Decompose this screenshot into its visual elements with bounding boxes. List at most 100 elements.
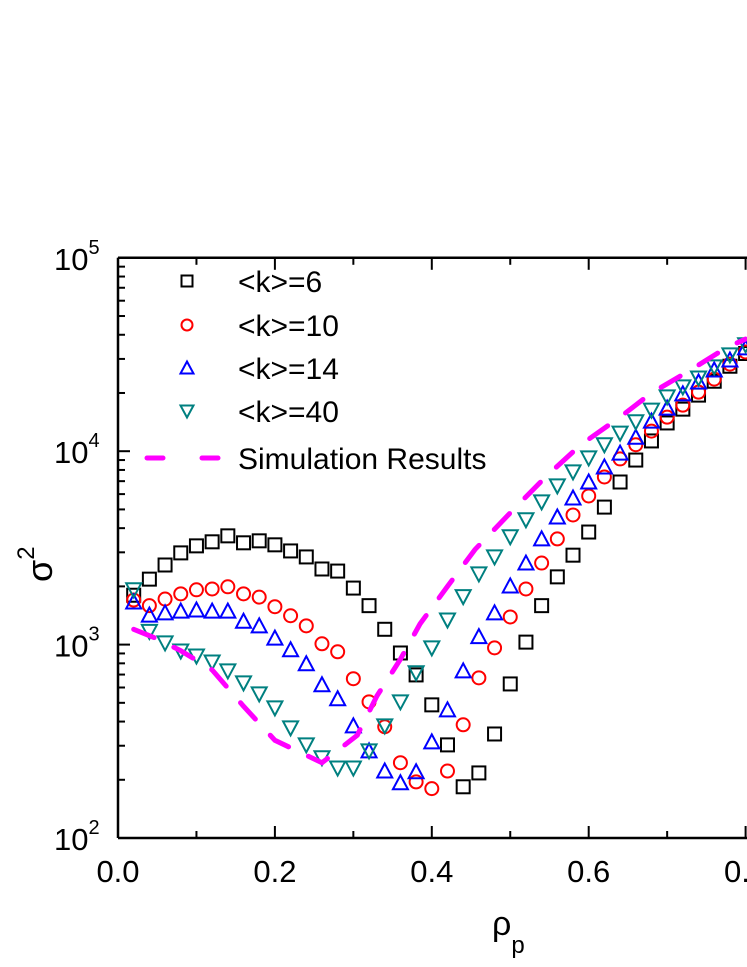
y-tick-exponent: 5 <box>88 237 99 259</box>
data-point-triangle-up <box>705 360 724 378</box>
axis-ticks <box>117 257 747 838</box>
data-point-square <box>283 543 299 559</box>
data-point-triangle-down <box>469 566 489 584</box>
data-point-triangle-down <box>375 718 394 736</box>
data-point-triangle-down <box>438 612 457 630</box>
legend-marker-triangle-down <box>178 404 196 420</box>
data-point-square <box>330 563 346 579</box>
data-point-triangle-up <box>657 398 677 416</box>
data-point-triangle-down <box>218 663 238 681</box>
y-tick-label: 103 <box>54 624 100 664</box>
data-point-square <box>455 779 471 795</box>
data-point-square <box>236 535 252 551</box>
data-point-square <box>581 524 597 540</box>
data-point-circle <box>502 609 518 625</box>
data-point-circle <box>330 644 346 660</box>
x-axis-label: ρp <box>492 905 525 959</box>
data-point-triangle-up <box>422 732 441 750</box>
data-point-triangle-down <box>720 347 740 365</box>
data-point-triangle-down <box>579 450 598 468</box>
data-point-circle <box>643 423 659 439</box>
data-point-triangle-down <box>328 760 347 778</box>
series-3 <box>124 337 747 778</box>
data-point-triangle-down <box>705 359 724 377</box>
data-point-circle <box>345 671 361 687</box>
data-point-square <box>596 499 612 515</box>
y-tick-label: 102 <box>54 817 100 857</box>
data-point-square <box>220 528 236 544</box>
data-point-triangle-down <box>485 549 504 567</box>
data-point-circle <box>220 579 236 595</box>
data-point-circle <box>314 636 330 652</box>
data-point-triangle-up <box>140 605 159 623</box>
data-point-triangle-down <box>202 654 222 672</box>
data-point-triangle-up <box>218 601 238 619</box>
svg-text:σ2: σ2 <box>13 546 60 582</box>
data-point-triangle-up <box>281 640 300 658</box>
data-point-triangle-up <box>155 603 175 621</box>
data-point-triangle-down <box>548 478 567 496</box>
data-point-triangle-up <box>328 689 347 707</box>
y-tick-base: 10 <box>54 822 88 857</box>
data-point-triangle-up <box>391 773 410 791</box>
data-point-triangle-down <box>406 665 426 683</box>
data-point-square <box>361 598 377 614</box>
data-point-circle <box>549 531 565 547</box>
y-tick-exponent: 2 <box>88 817 99 839</box>
data-point-square <box>188 538 204 554</box>
data-point-triangle-up <box>375 761 394 779</box>
data-point-triangle-down <box>689 370 708 388</box>
data-point-triangle-up <box>202 601 222 619</box>
data-point-triangle-down <box>626 414 645 432</box>
data-point-triangle-up <box>187 600 206 618</box>
legend: <k>=6 <k>=10 <k>=14 <k>=40 Simulation Result… <box>144 266 486 476</box>
data-point-triangle-up <box>438 700 457 718</box>
data-point-circle <box>173 586 189 602</box>
data-point-square <box>345 580 361 596</box>
y-tick-exponent: 3 <box>88 624 99 646</box>
y-axis-label: σ2 <box>13 546 60 582</box>
y-tick-base: 10 <box>54 435 88 470</box>
data-point-circle <box>204 581 220 597</box>
data-point-circle <box>439 763 455 779</box>
data-point-triangle-up <box>406 762 426 780</box>
data-point-square <box>487 726 503 742</box>
data-point-triangle-up <box>720 350 740 368</box>
data-point-circle <box>565 507 581 523</box>
data-point-square <box>267 537 283 553</box>
data-point-circle <box>408 774 424 790</box>
data-point-square <box>534 598 550 614</box>
legend-marker-circle <box>180 318 194 332</box>
data-point-triangle-down <box>501 529 520 547</box>
data-point-triangle-up <box>124 592 143 610</box>
data-marks <box>124 336 747 797</box>
data-point-triangle-down <box>265 700 285 718</box>
data-point-triangle-up <box>642 411 661 429</box>
data-point-triangle-down <box>155 635 175 653</box>
data-point-triangle-up <box>312 675 332 693</box>
data-point-triangle-down <box>657 389 677 407</box>
data-point-triangle-up <box>610 443 630 461</box>
legend-label: <k>=14 <box>238 353 339 386</box>
data-point-triangle-down <box>359 743 379 761</box>
data-point-triangle-up <box>579 472 598 490</box>
data-point-square <box>141 571 157 587</box>
data-point-triangle-down <box>124 582 143 600</box>
data-point-square <box>251 533 267 549</box>
data-point-square <box>439 737 455 753</box>
data-point-triangle-up <box>563 488 583 506</box>
data-point-circle <box>581 488 597 504</box>
x-tick-label: 0.6 <box>567 854 610 889</box>
data-point-circle <box>392 755 408 771</box>
plot-frame <box>116 256 747 840</box>
data-point-triangle-up <box>250 616 269 634</box>
data-point-square <box>518 634 534 650</box>
x-axis-label-subscript: p <box>511 932 524 959</box>
data-point-circle <box>236 586 252 602</box>
data-point-circle <box>675 397 691 413</box>
y-axis-label-superscript: 2 <box>13 546 40 559</box>
data-point-circle <box>455 717 471 733</box>
data-point-square <box>612 474 628 490</box>
data-point-triangle-up <box>532 529 551 547</box>
series-2 <box>124 338 747 791</box>
